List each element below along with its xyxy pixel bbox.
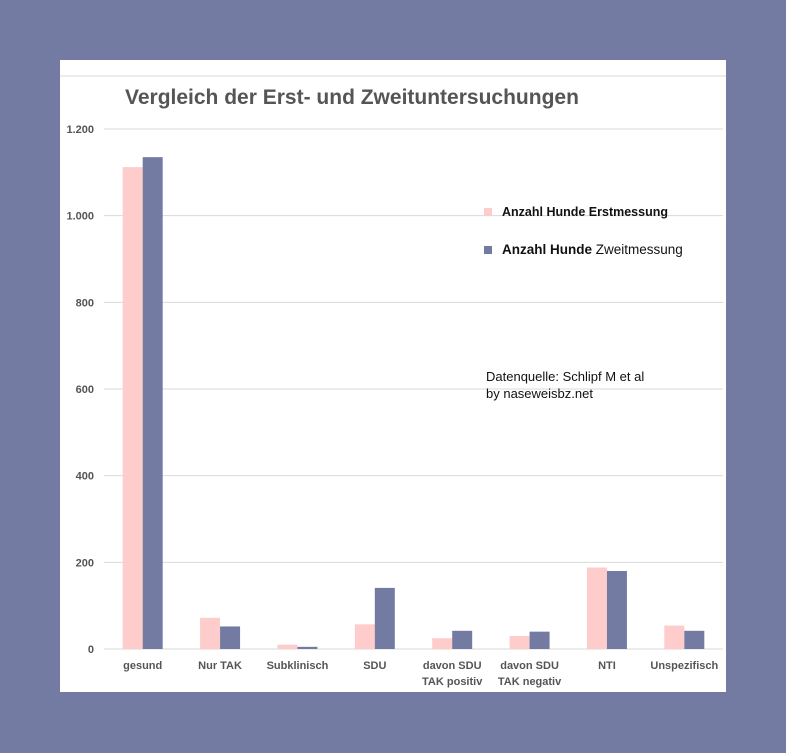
y-tick-label: 600 — [76, 384, 94, 396]
x-tick-label: NTI — [598, 660, 616, 672]
legend-item-zweitmessung: Anzahl Hunde Zweitmessung — [484, 242, 683, 257]
bar-erstmessung — [200, 617, 221, 649]
bar-erstmessung — [664, 625, 685, 649]
y-tick-label: 200 — [76, 557, 94, 569]
source-line-1: Datenquelle: Schlipf M et al — [486, 369, 645, 384]
x-tick-label: davon SDU — [423, 660, 482, 672]
x-tick-label: TAK negativ — [498, 676, 562, 688]
x-tick-label: Nur TAK — [198, 660, 242, 672]
legend-label-erstmessung: Anzahl Hunde Erstmessung — [502, 205, 668, 219]
bar-erstmessung — [509, 636, 530, 649]
legend-label-zweitmessung-bold: Anzahl Hunde — [502, 242, 592, 257]
data-source-annotation: Datenquelle: Schlipf M et al by naseweis… — [486, 368, 644, 402]
x-tick-label: gesund — [123, 660, 162, 672]
bar-erstmessung — [432, 638, 453, 649]
source-line-2: by naseweisbz.net — [486, 386, 593, 401]
bar-erstmessung — [122, 167, 143, 649]
x-tick-label: Subklinisch — [267, 660, 329, 672]
bar-zweitmessung — [606, 571, 627, 649]
bar-chart: 0 200 400 600 800 1.000 1.200 gesund Nur TAK Subk… — [60, 75, 726, 688]
y-tick-label: 1.200 — [66, 124, 94, 136]
y-tick-label: 0 — [88, 644, 94, 656]
y-tick-label: 800 — [76, 297, 94, 309]
bar-zweitmessung — [142, 157, 163, 649]
chart-title: Vergleich der Erst- und Zweituntersuchun… — [125, 86, 579, 109]
bar-erstmessung — [586, 567, 607, 649]
bar-zweitmessung — [220, 626, 241, 649]
legend-item-erstmessung: Anzahl Hunde Erstmessung — [484, 205, 668, 219]
bar-zweitmessung — [452, 630, 473, 649]
bar-zweitmessung — [529, 631, 550, 649]
bar-erstmessung — [354, 624, 375, 649]
bar-erstmessung — [277, 644, 298, 649]
bar-zweitmessung — [684, 630, 705, 649]
x-tick-label: davon SDU — [500, 660, 559, 672]
bar-zweitmessung — [297, 646, 318, 649]
legend-label-zweitmessung-rest: Zweitmessung — [592, 242, 683, 257]
x-tick-label: Unspezifisch — [650, 660, 718, 672]
y-tick-label: 1.000 — [66, 211, 94, 223]
x-tick-label: TAK positiv — [422, 676, 483, 688]
x-tick-label: SDU — [363, 660, 386, 672]
legend-swatch-zweitmessung — [484, 245, 492, 254]
legend-swatch-erstmessung — [484, 208, 492, 216]
bar-zweitmessung — [374, 587, 395, 649]
chart-card: Vergleich der Erst- und Zweituntersuchun… — [60, 60, 726, 692]
y-tick-label: 400 — [76, 471, 94, 483]
